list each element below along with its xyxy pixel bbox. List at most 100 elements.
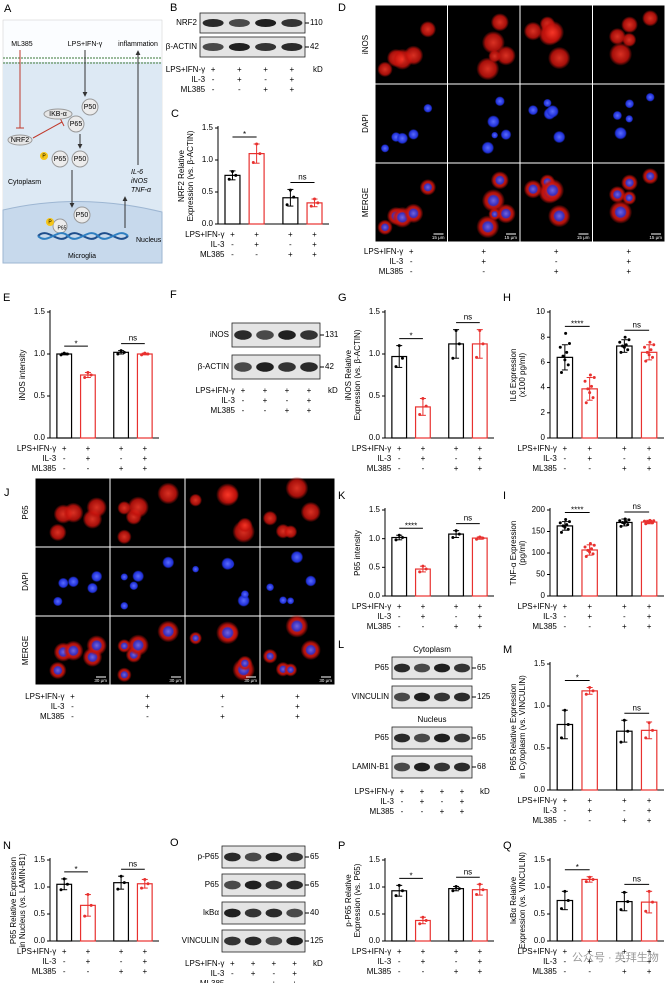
cell-nucleus — [553, 209, 566, 223]
blot-band — [286, 908, 303, 918]
condition-sign: + — [481, 247, 486, 256]
cell-nucleus — [612, 189, 623, 200]
bar — [471, 537, 488, 597]
blot-band — [300, 362, 318, 372]
condition-name: LPS+IFN-γ — [17, 947, 56, 956]
bar — [414, 568, 431, 597]
condition-sign: - — [231, 240, 234, 249]
data-point — [623, 517, 627, 521]
condition-sign: - — [231, 969, 234, 978]
cell-nucleus — [266, 652, 275, 661]
cell-nucleus — [396, 132, 409, 145]
data-point — [559, 530, 563, 534]
condition-sign: + — [421, 602, 426, 611]
y-tick-label: 0.5 — [369, 562, 381, 571]
blot-band — [281, 19, 303, 27]
data-point — [116, 887, 120, 891]
condition-sign: + — [622, 816, 627, 825]
condition-name: ML385 — [370, 807, 395, 816]
cell-body — [523, 21, 543, 41]
condition-sign: + — [119, 444, 124, 453]
condition-sign: + — [477, 957, 482, 966]
data-point — [619, 350, 623, 354]
protein — [67, 115, 85, 133]
cell-nucleus — [91, 570, 103, 583]
condition-name: IL-3 — [543, 806, 557, 815]
cell-body — [262, 510, 278, 526]
y-tick-label: 1.0 — [369, 882, 381, 891]
condition-sign: - — [63, 454, 66, 463]
inhibition — [32, 121, 63, 139]
condition-sign: - — [398, 957, 401, 966]
condition-sign: - — [242, 396, 245, 405]
condition-sign: + — [587, 806, 592, 815]
data-point — [563, 889, 567, 893]
condition-sign: + — [307, 386, 312, 395]
y-tick-label: 0.5 — [34, 909, 46, 918]
condition-sign: + — [119, 464, 124, 473]
data-point — [421, 397, 425, 401]
cell-body — [189, 493, 203, 507]
data-point — [584, 692, 588, 696]
condition-sign: + — [622, 967, 627, 976]
data-point — [451, 356, 455, 360]
condition-sign: - — [286, 396, 289, 405]
protein-label: NRF2 — [11, 137, 29, 144]
data-point — [65, 882, 69, 886]
y-axis-label: TNF-α Expression — [509, 521, 518, 586]
condition-sign: + — [263, 396, 268, 405]
cell-nucleus — [645, 92, 655, 102]
condition-sign: + — [292, 959, 297, 968]
condition-sign: + — [295, 712, 300, 721]
condition-sign: + — [481, 257, 486, 266]
significance-label: **** — [571, 320, 583, 329]
condition-sign: + — [647, 816, 652, 825]
data-point — [62, 877, 66, 881]
y-tick-label: 1.0 — [202, 155, 214, 164]
y-axis-label: iNOS intensity — [18, 350, 27, 401]
condition-sign: - — [146, 712, 149, 721]
panel-letter: I — [503, 490, 506, 502]
cell-nucleus — [500, 129, 512, 141]
condition-name: LPS+IFN-γ — [355, 787, 394, 796]
condition-sign: - — [482, 267, 485, 276]
kd-label: 125 — [310, 936, 324, 945]
condition-name: ML385 — [181, 85, 206, 94]
data-point — [647, 889, 651, 893]
condition-sign: + — [241, 386, 246, 395]
data-point — [565, 350, 569, 354]
bar — [56, 883, 73, 942]
condition-sign: + — [647, 957, 652, 966]
condition-name: LPS+IFN-γ — [518, 796, 557, 805]
cell-nucleus — [625, 114, 634, 123]
data-point — [627, 518, 631, 522]
blot-band — [224, 908, 241, 918]
data-point — [457, 887, 461, 891]
condition-sign: + — [454, 947, 459, 956]
cell-nucleus — [221, 626, 234, 640]
data-point — [621, 344, 625, 348]
protein — [73, 206, 91, 224]
panel-letter: A — [4, 3, 12, 15]
bar — [136, 883, 153, 942]
scale-label: 15 μm — [577, 235, 590, 240]
panel-letter: K — [338, 490, 346, 502]
condition-name: LPS+IFN-γ — [352, 602, 391, 611]
blot-band — [286, 880, 303, 890]
condition-name: IL-3 — [377, 957, 391, 966]
channel-label: iNOS — [361, 35, 370, 54]
data-point — [116, 352, 120, 356]
data-point — [59, 888, 63, 892]
cell-nucleus — [543, 98, 552, 108]
cell-nucleus — [67, 576, 79, 588]
data-point — [618, 519, 622, 523]
condition-sign: - — [422, 967, 425, 976]
condition-sign: + — [421, 444, 426, 453]
bar — [640, 351, 658, 439]
condition-name: LPS+IFN-γ — [518, 947, 557, 956]
data-point — [89, 373, 93, 377]
condition-sign: - — [273, 969, 276, 978]
blot-header: Nucleus — [418, 715, 447, 724]
significance-label: ns — [298, 173, 306, 182]
